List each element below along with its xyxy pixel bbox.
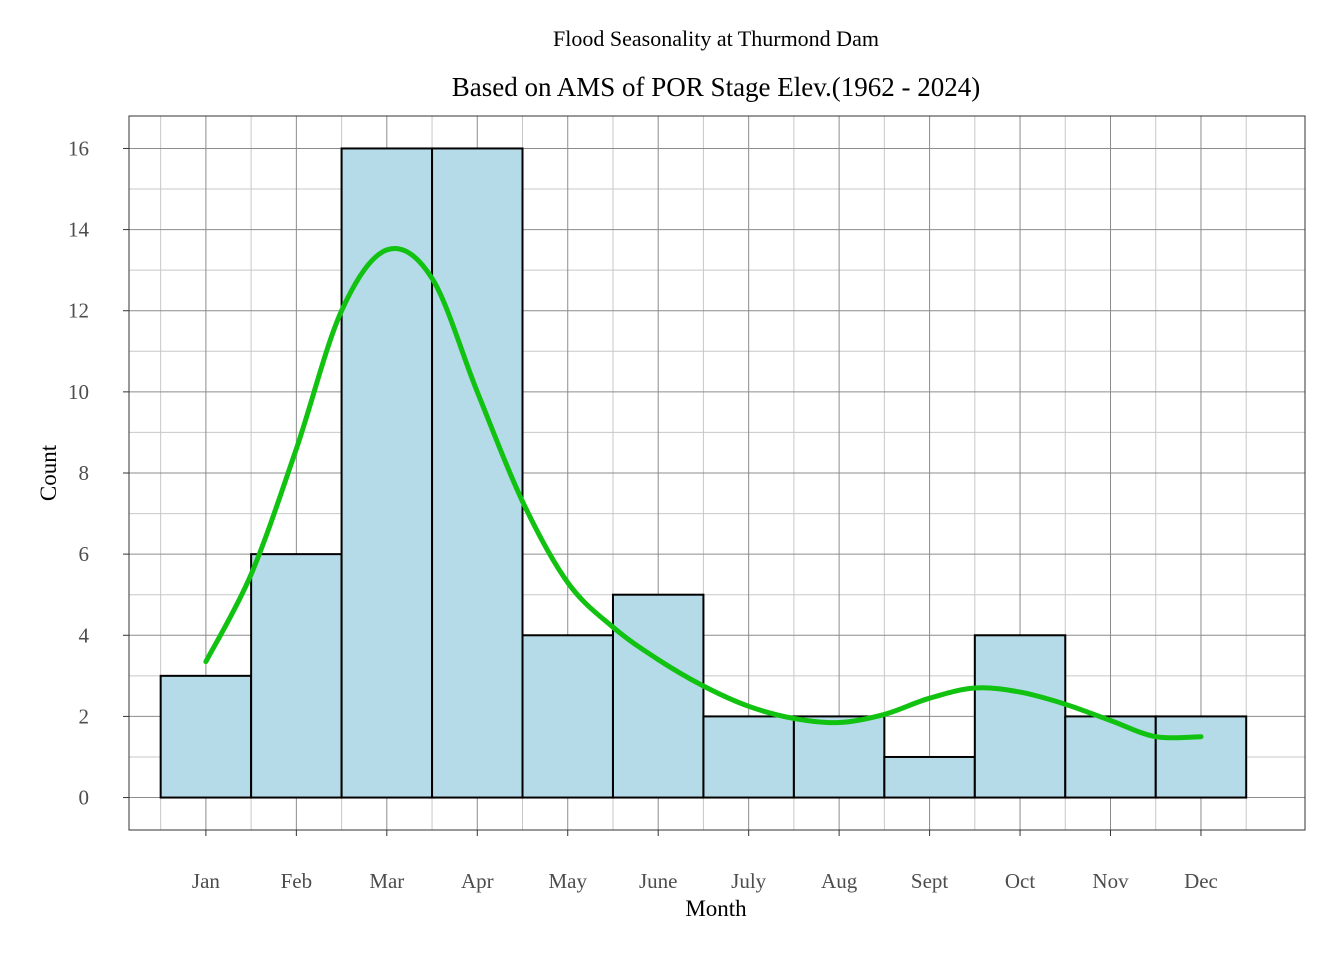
bar-sept [883, 755, 976, 799]
x-tick-label: Feb [281, 869, 313, 893]
y-tick-label: 8 [79, 461, 90, 485]
x-tick-label: Oct [1005, 869, 1035, 893]
bar-aug [792, 715, 886, 799]
bar-jan [159, 674, 253, 799]
y-tick-label: 6 [79, 542, 90, 566]
x-tick-label: July [731, 869, 767, 893]
chart-suptitle: Flood Seasonality at Thurmond Dam [553, 26, 879, 51]
bar-july [702, 715, 795, 799]
bar-feb [250, 553, 343, 799]
x-tick-label: Nov [1092, 869, 1129, 893]
x-axis-title: Month [685, 896, 747, 921]
bars-group [159, 147, 1248, 799]
y-tick-label: 2 [79, 704, 90, 728]
x-tick-label: Jan [192, 869, 220, 893]
x-axis-ticks: Jan Feb Mar Apr May June July Aug Sept Oct Nov Dec [192, 830, 1218, 893]
y-tick-label: 0 [79, 786, 90, 810]
y-tick-label: 10 [68, 380, 89, 404]
bar-dec [1154, 715, 1248, 799]
x-tick-label: Mar [369, 869, 404, 893]
y-tick-label: 16 [68, 136, 89, 160]
bar-nov [1064, 715, 1157, 799]
x-tick-label: Apr [461, 869, 494, 893]
x-tick-label: May [548, 869, 587, 893]
y-tick-label: 12 [68, 299, 89, 323]
y-tick-label: 4 [79, 623, 90, 647]
x-tick-label: June [639, 869, 678, 893]
y-tick-label: 14 [68, 218, 90, 242]
chart-title: Based on AMS of POR Stage Elev.(1962 - 2… [452, 72, 980, 102]
x-tick-label: Sept [911, 869, 949, 893]
bar-mar [340, 147, 434, 799]
density-curve [203, 246, 1204, 741]
y-axis-title: Count [36, 444, 61, 501]
x-tick-label: Aug [821, 869, 858, 893]
bar-may [521, 634, 614, 799]
bar-oct [973, 634, 1067, 799]
bar-june [611, 593, 705, 799]
x-tick-label: Dec [1184, 869, 1218, 893]
y-axis-ticks: 0 2 4 6 8 10 12 14 16 [68, 136, 129, 810]
